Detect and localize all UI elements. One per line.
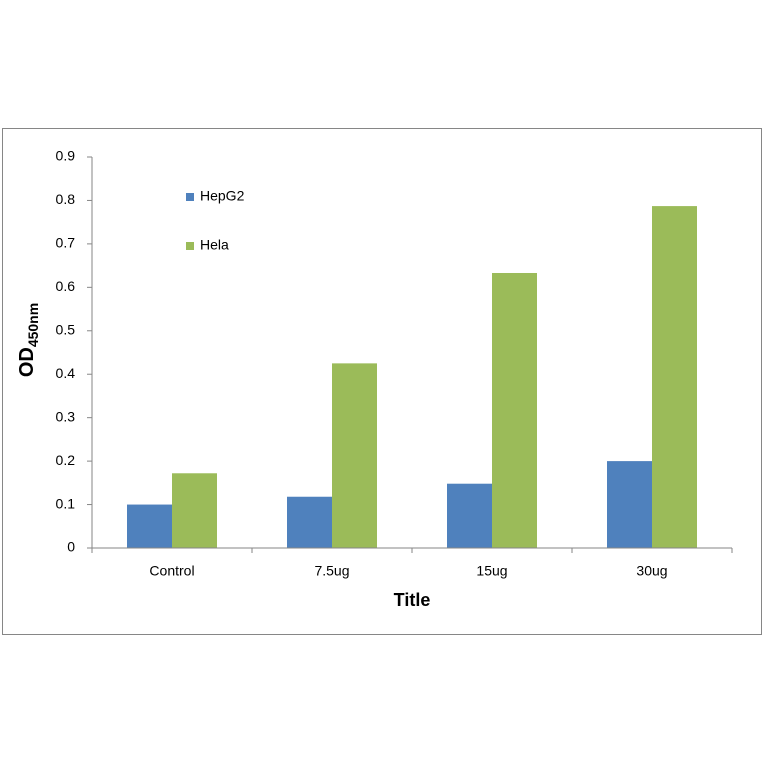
bar (607, 461, 652, 548)
legend-label: Hela (200, 237, 229, 253)
y-tick-label: 0.9 (56, 148, 76, 164)
y-tick-label: 0.7 (56, 235, 76, 251)
legend-swatch (186, 242, 194, 250)
legend-label: HepG2 (200, 188, 245, 204)
y-tick-label: 0.1 (56, 495, 76, 511)
y-tick-label: 0.8 (56, 191, 76, 207)
bar (127, 504, 172, 548)
y-axis-title: OD450nm (16, 303, 40, 377)
x-tick-label: Control (149, 563, 194, 579)
bar (447, 483, 492, 548)
y-axis-title-sub: 450nm (25, 303, 41, 347)
y-tick-label: 0.4 (56, 365, 76, 381)
y-axis-title-main: OD (16, 347, 38, 377)
bar (492, 272, 537, 548)
y-tick-label: 0.3 (56, 408, 76, 424)
chart-frame (2, 128, 762, 635)
y-tick-label: 0 (67, 539, 75, 555)
legend-swatch (186, 193, 194, 201)
x-tick-label: 30ug (636, 563, 667, 579)
x-tick-label: 7.5ug (314, 563, 349, 579)
y-tick-label: 0.5 (56, 321, 76, 337)
x-axis-title: Title (394, 590, 431, 610)
bar (172, 473, 217, 548)
bar (652, 206, 697, 548)
bar (332, 363, 377, 548)
x-tick-label: 15ug (476, 563, 507, 579)
bar (287, 496, 332, 548)
y-tick-label: 0.2 (56, 452, 76, 468)
y-tick-label: 0.6 (56, 278, 76, 294)
